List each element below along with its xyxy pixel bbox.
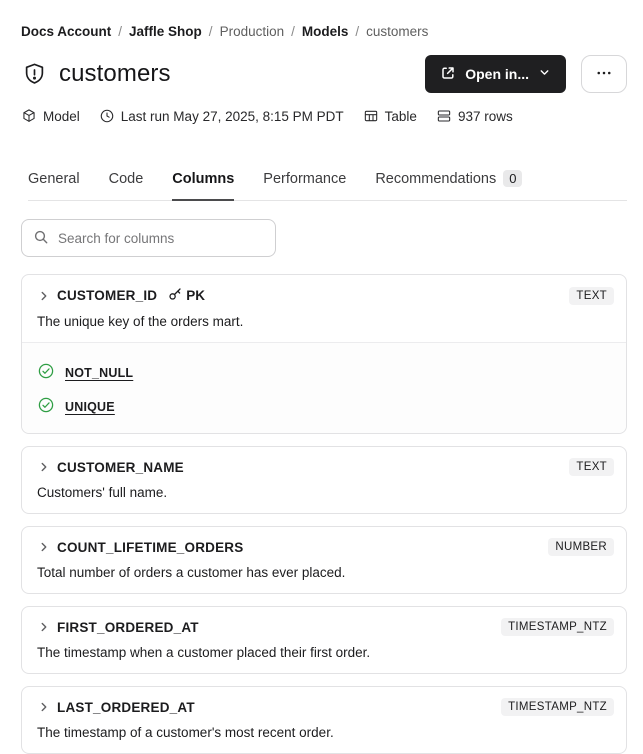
column-type-badge: NUMBER	[548, 538, 614, 556]
test-link-not-null[interactable]: NOT_NULL	[65, 365, 134, 380]
column-name[interactable]: CUSTOMER_NAME	[57, 459, 184, 475]
column-card-customer-id: CUSTOMER_ID PK TEXT The unique key of th…	[21, 274, 627, 434]
meta-last-run: Last run May 27, 2025, 8:15 PM PDT	[99, 108, 344, 124]
model-cube-icon	[21, 108, 37, 124]
meta-label: Last run May 27, 2025, 8:15 PM PDT	[120, 108, 344, 124]
tab-code[interactable]: Code	[108, 171, 144, 187]
open-in-label: Open in...	[465, 66, 529, 82]
key-icon	[167, 286, 183, 305]
ellipsis-icon	[595, 64, 613, 85]
external-link-icon	[440, 65, 456, 84]
test-row: UNIQUE	[37, 396, 611, 417]
breadcrumb-separator: /	[208, 24, 213, 39]
meta-label: Table	[384, 108, 417, 124]
column-description: The timestamp of a customer's most recen…	[37, 725, 334, 740]
test-row: NOT_NULL	[37, 362, 611, 383]
breadcrumb-separator: /	[291, 24, 295, 39]
tab-performance[interactable]: Performance	[263, 171, 347, 187]
open-in-button[interactable]: Open in...	[425, 55, 566, 93]
tab-general[interactable]: General	[28, 171, 80, 187]
search-input[interactable]	[58, 230, 264, 246]
columns-list: CUSTOMER_ID PK TEXT The unique key of th…	[21, 274, 627, 754]
table-icon	[363, 108, 379, 124]
chevron-right-icon[interactable]	[37, 540, 51, 554]
column-type-badge: TEXT	[569, 286, 614, 305]
column-name[interactable]: LAST_ORDERED_AT	[57, 699, 195, 715]
page-title: customers	[59, 60, 171, 87]
column-description: The unique key of the orders mart.	[37, 314, 244, 329]
breadcrumb-models[interactable]: Models	[301, 24, 349, 39]
meta-resource-type: Model	[21, 108, 80, 124]
tab-columns[interactable]: Columns	[172, 171, 235, 201]
shield-exclamation-icon	[21, 61, 48, 88]
meta-row: Model Last run May 27, 2025, 8:15 PM PDT…	[21, 108, 627, 124]
rows-icon	[436, 108, 452, 124]
meta-label: 937 rows	[457, 108, 513, 124]
test-link-unique[interactable]: UNIQUE	[65, 399, 115, 414]
column-name[interactable]: FIRST_ORDERED_AT	[57, 619, 199, 635]
clock-icon	[99, 108, 115, 124]
chevron-right-icon[interactable]	[37, 460, 51, 474]
search-icon	[33, 229, 49, 248]
column-name[interactable]: CUSTOMER_ID	[57, 288, 158, 303]
meta-row-count: 937 rows	[436, 108, 513, 124]
column-type-badge: TIMESTAMP_NTZ	[501, 698, 614, 716]
column-card-customer-name: CUSTOMER_NAME TEXT Customers' full name.	[21, 446, 627, 514]
breadcrumb-docs-account[interactable]: Docs Account	[21, 24, 112, 39]
column-name[interactable]: COUNT_LIFETIME_ORDERS	[57, 539, 244, 555]
breadcrumb: Docs Account / Jaffle Shop / Production …	[21, 24, 627, 39]
column-card-first-ordered-at: FIRST_ORDERED_AT TIMESTAMP_NTZ The times…	[21, 606, 627, 674]
column-search	[21, 219, 276, 257]
header-actions: Open in...	[425, 55, 627, 93]
breadcrumb-customers: customers	[366, 24, 429, 39]
pk-label: PK	[186, 288, 205, 303]
meta-materialization: Table	[363, 108, 417, 124]
column-description: Total number of orders a customer has ev…	[37, 565, 346, 580]
chevron-right-icon[interactable]	[37, 700, 51, 714]
chevron-down-icon	[538, 66, 551, 82]
chevron-right-icon[interactable]	[37, 289, 51, 303]
breadcrumb-separator: /	[355, 24, 360, 39]
meta-label: Model	[43, 108, 80, 124]
recommendations-count-badge: 0	[503, 170, 523, 187]
breadcrumb-production[interactable]: Production	[219, 24, 285, 39]
breadcrumb-separator: /	[118, 24, 123, 39]
check-circle-icon	[37, 362, 55, 383]
column-card-count-lifetime-orders: COUNT_LIFETIME_ORDERS NUMBER Total numbe…	[21, 526, 627, 594]
check-circle-icon	[37, 396, 55, 417]
chevron-right-icon[interactable]	[37, 620, 51, 634]
column-description: The timestamp when a customer placed the…	[37, 645, 371, 660]
column-description: Customers' full name.	[37, 485, 168, 500]
column-card-last-ordered-at: LAST_ORDERED_AT TIMESTAMP_NTZ The timest…	[21, 686, 627, 754]
primary-key-indicator: PK	[167, 286, 205, 305]
column-type-badge: TEXT	[569, 458, 614, 476]
title-group: customers	[21, 60, 171, 88]
tab-recommendations[interactable]: Recommendations 0	[375, 170, 523, 200]
column-tests: NOT_NULL UNIQUE	[22, 342, 626, 433]
tab-bar: General Code Columns Performance Recomme…	[28, 170, 627, 201]
page-header: customers Open in...	[21, 55, 627, 93]
column-type-badge: TIMESTAMP_NTZ	[501, 618, 614, 636]
more-options-button[interactable]	[581, 55, 627, 93]
breadcrumb-jaffle-shop[interactable]: Jaffle Shop	[129, 24, 202, 39]
